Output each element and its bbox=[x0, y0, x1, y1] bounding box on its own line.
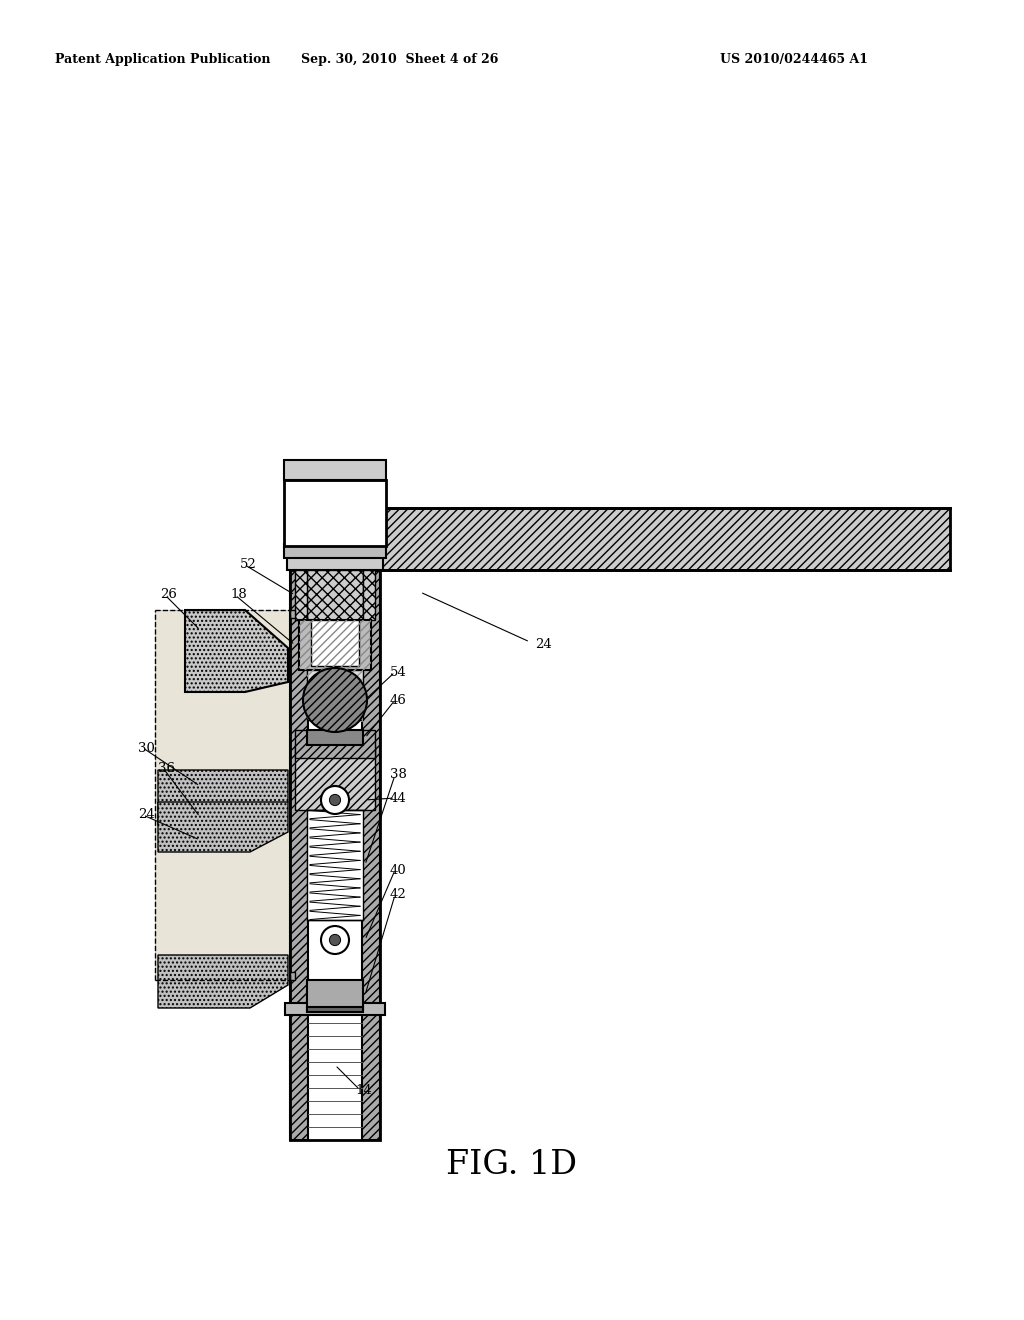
Text: Patent Application Publication: Patent Application Publication bbox=[55, 54, 270, 66]
Bar bbox=[307, 730, 362, 744]
Bar bbox=[307, 570, 362, 620]
Text: US 2010/0244465 A1: US 2010/0244465 A1 bbox=[720, 54, 868, 66]
Bar bbox=[362, 570, 375, 620]
Bar bbox=[295, 730, 375, 758]
Text: 38: 38 bbox=[390, 768, 407, 781]
Bar bbox=[307, 671, 362, 719]
Polygon shape bbox=[158, 803, 288, 851]
Text: 14: 14 bbox=[355, 1084, 372, 1097]
Polygon shape bbox=[185, 610, 288, 692]
Bar bbox=[290, 1010, 380, 1140]
Text: 42: 42 bbox=[390, 888, 407, 902]
Bar bbox=[155, 610, 290, 979]
Circle shape bbox=[330, 795, 341, 805]
Polygon shape bbox=[158, 770, 288, 825]
Text: 46: 46 bbox=[390, 693, 407, 706]
Bar bbox=[295, 744, 375, 810]
Bar bbox=[284, 459, 386, 480]
Bar bbox=[155, 610, 290, 979]
Text: 36: 36 bbox=[158, 762, 175, 775]
Bar bbox=[290, 1010, 308, 1140]
Text: 54: 54 bbox=[390, 665, 407, 678]
Bar bbox=[311, 620, 359, 667]
Text: 26: 26 bbox=[160, 589, 177, 602]
Bar bbox=[307, 979, 362, 1010]
Bar bbox=[307, 1007, 362, 1012]
Text: 18: 18 bbox=[230, 589, 247, 602]
Text: FIG. 1D: FIG. 1D bbox=[446, 1148, 578, 1181]
Bar bbox=[295, 570, 307, 620]
Bar bbox=[307, 671, 362, 722]
Bar bbox=[284, 480, 386, 546]
Bar bbox=[299, 620, 371, 671]
Bar bbox=[290, 570, 380, 1010]
Circle shape bbox=[321, 785, 349, 814]
Bar bbox=[284, 544, 386, 558]
Bar bbox=[362, 1010, 380, 1140]
Bar bbox=[307, 810, 362, 920]
Text: Sep. 30, 2010  Sheet 4 of 26: Sep. 30, 2010 Sheet 4 of 26 bbox=[301, 54, 499, 66]
Circle shape bbox=[330, 935, 341, 945]
Bar bbox=[287, 556, 383, 570]
Text: 52: 52 bbox=[240, 558, 257, 572]
Bar bbox=[299, 620, 371, 671]
Bar bbox=[290, 570, 308, 1010]
Text: 30: 30 bbox=[138, 742, 155, 755]
Text: 24: 24 bbox=[535, 639, 552, 652]
Bar bbox=[285, 1003, 385, 1015]
Bar bbox=[362, 570, 380, 1010]
Text: 40: 40 bbox=[390, 863, 407, 876]
Text: 44: 44 bbox=[390, 792, 407, 804]
Polygon shape bbox=[158, 954, 288, 1008]
Text: 24: 24 bbox=[138, 808, 155, 821]
Circle shape bbox=[303, 668, 367, 733]
Bar bbox=[290, 610, 295, 618]
Bar bbox=[290, 972, 295, 979]
Bar bbox=[355, 508, 950, 570]
Bar bbox=[287, 473, 383, 480]
Circle shape bbox=[321, 927, 349, 954]
